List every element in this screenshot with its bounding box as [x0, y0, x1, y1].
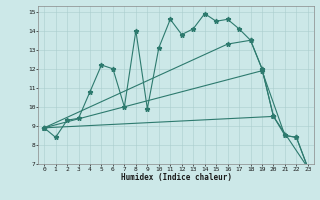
X-axis label: Humidex (Indice chaleur): Humidex (Indice chaleur): [121, 173, 231, 182]
